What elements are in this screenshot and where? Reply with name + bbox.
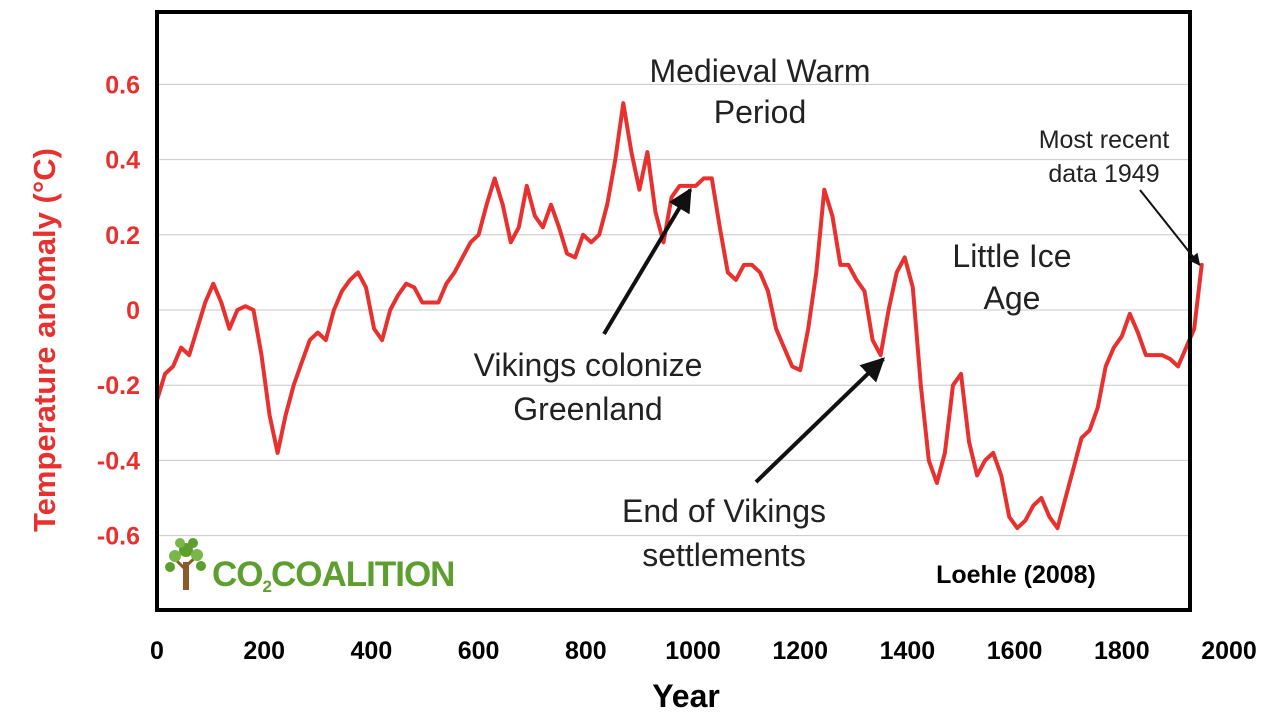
annotation-line: Most recent	[1039, 126, 1170, 154]
x-tick-label: 1000	[665, 637, 721, 665]
y-tick-label: -0.2	[97, 372, 140, 400]
x-tick-label: 200	[243, 637, 285, 665]
y-tick-label: 0.4	[105, 147, 140, 175]
annotation-line: data 1949	[1048, 160, 1159, 188]
y-tick-label: 0.6	[105, 71, 140, 99]
annotation-line: Age	[984, 280, 1041, 316]
annotation-arrow	[1139, 189, 1201, 266]
logo-co: CO	[212, 555, 263, 594]
annotation-most-recent-data: Most recent data 1949	[1039, 126, 1201, 266]
logo-coalition: COALITION	[271, 555, 454, 594]
annotation-line: End of Vikings	[622, 493, 826, 529]
x-tick-label: 1400	[880, 637, 936, 665]
x-axis-title: Year	[652, 678, 720, 714]
annotations: Medieval Warm Period Vikings colonize Green…	[474, 53, 1201, 573]
x-tick-label: 2000	[1201, 637, 1257, 665]
annotation-line: Little Ice	[952, 238, 1071, 274]
temperature-series-line	[155, 101, 1204, 531]
annotation-line: Vikings colonize	[474, 347, 703, 383]
annotation-line: Medieval Warm	[649, 53, 870, 89]
x-tick-label: 800	[565, 637, 607, 665]
y-tick-label: -0.6	[97, 523, 140, 551]
y-tick-label: 0.2	[105, 222, 140, 250]
x-tick-label: 400	[351, 637, 393, 665]
annotation-line: Period	[714, 94, 807, 130]
logo-text: CO2COALITION	[212, 555, 454, 596]
annotation-arrow	[602, 187, 693, 336]
x-tick-label: 1600	[987, 637, 1043, 665]
logo-subscript: 2	[263, 577, 272, 596]
annotation-little-ice-age: Little Ice Age	[952, 238, 1071, 316]
y-tick-label: -0.4	[97, 447, 140, 475]
plot-frame	[155, 10, 1192, 612]
annotation-line: settlements	[642, 537, 806, 573]
x-tick-label: 1200	[772, 637, 828, 665]
co2-coalition-logo: CO2COALITION	[165, 538, 455, 596]
y-tick-labels: 0.6 0.4 0.2 0 -0.2 -0.4 -0.6	[97, 71, 140, 550]
x-tick-label: 600	[458, 637, 500, 665]
y-tick-label: 0	[126, 297, 140, 325]
x-tick-label: 0	[150, 637, 164, 665]
gridlines	[157, 83, 1190, 537]
tree-icon	[165, 538, 206, 590]
y-axis-title: Temperature anomaly (°C)	[27, 148, 62, 532]
annotation-vikings-colonize: Vikings colonize Greenland	[474, 187, 703, 427]
annotation-arrow	[754, 357, 886, 484]
x-tick-label: 1800	[1094, 637, 1150, 665]
annotation-line: Greenland	[513, 391, 662, 427]
source-label: Loehle (2008)	[936, 561, 1096, 589]
x-tick-labels: 0 200 400 600 800 1000 1200 1400 1600 1800 2000	[150, 637, 1257, 665]
annotation-medieval-warm-period: Medieval Warm Period	[649, 53, 870, 130]
annotation-end-of-vikings: End of Vikings settlements	[622, 357, 886, 573]
